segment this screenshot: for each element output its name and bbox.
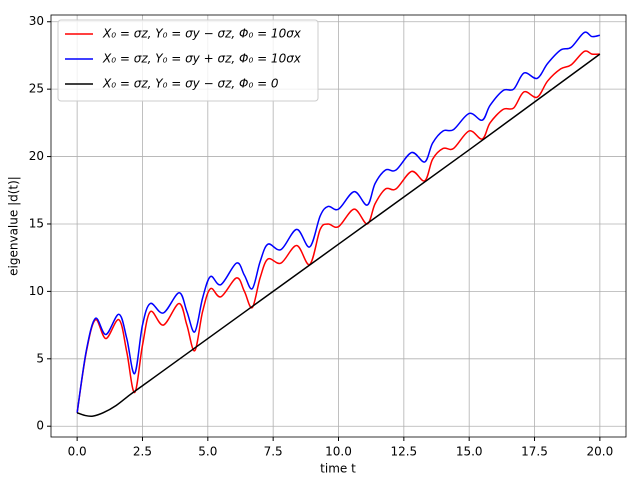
x-tick-label: 5.0 bbox=[198, 445, 217, 459]
legend-label: X₀ = σz, Y₀ = σy − σz, Φ₀ = 10σx bbox=[102, 27, 302, 41]
series-line bbox=[76, 31, 601, 413]
x-tick-label: 15.0 bbox=[456, 445, 483, 459]
x-tick-label: 10.0 bbox=[325, 445, 352, 459]
x-axis-label: time t bbox=[320, 462, 356, 476]
legend-box bbox=[57, 19, 319, 102]
y-tick-label: 10 bbox=[29, 284, 44, 298]
legend-label: X₀ = σz, Y₀ = σy − σz, Φ₀ = 0 bbox=[102, 77, 279, 91]
y-axis-label: eigenvalue |d(t)| bbox=[7, 176, 21, 276]
series-line bbox=[76, 50, 600, 413]
x-tick-label: 2.5 bbox=[133, 445, 152, 459]
series-line bbox=[76, 53, 601, 418]
legend-label: X₀ = σz, Y₀ = σy + σz, Φ₀ = 10σx bbox=[102, 52, 302, 66]
y-tick-label: 0 bbox=[36, 419, 44, 433]
axes-frame bbox=[50, 14, 627, 438]
x-tick-label: 12.5 bbox=[390, 445, 417, 459]
y-tick-label: 20 bbox=[29, 149, 44, 163]
x-tick-label: 0.0 bbox=[68, 445, 87, 459]
y-tick-label: 15 bbox=[29, 216, 44, 230]
y-tick-label: 5 bbox=[36, 351, 44, 365]
y-tick-label: 30 bbox=[29, 14, 44, 28]
x-tick-label: 7.5 bbox=[264, 445, 283, 459]
x-tick-label: 17.5 bbox=[521, 445, 548, 459]
y-tick-label: 25 bbox=[29, 82, 44, 96]
x-tick-label: 20.0 bbox=[587, 445, 614, 459]
